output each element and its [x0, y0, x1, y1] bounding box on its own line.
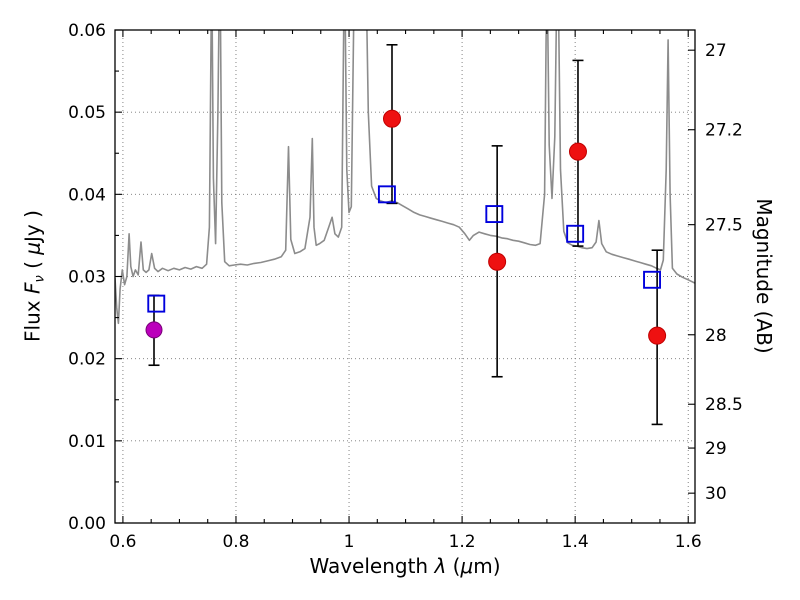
- magnitude-tick-label: 27.2: [705, 121, 743, 141]
- x-tick-label: 0.6: [109, 532, 136, 552]
- observed-photometry-marker: [568, 142, 587, 161]
- x-axis-unit-open: (: [446, 554, 461, 578]
- mu-symbol-flux: μ: [20, 241, 45, 255]
- observed-photometry-marker: [382, 109, 401, 128]
- magnitude-tick-label: 30: [705, 484, 727, 504]
- lambda-symbol: λ: [434, 554, 447, 578]
- model-spectrum-line: [115, 30, 695, 325]
- model-photometry-marker: [147, 294, 166, 313]
- x-tick-label: 1.4: [562, 532, 589, 552]
- x-tick-label: 1: [344, 532, 355, 552]
- y-tick-label: 0.03: [68, 268, 106, 288]
- model-photometry-marker: [485, 205, 504, 224]
- model-photometry-marker: [643, 270, 661, 289]
- flux-label-text: Flux: [20, 294, 45, 342]
- x-axis-label-text: Wavelength: [309, 554, 435, 578]
- magnitude-tick-label: 28.5: [705, 395, 743, 415]
- magnitude-tick-label: 28: [705, 326, 727, 346]
- y-tick-label: 0.01: [68, 432, 106, 452]
- mu-symbol: μ: [460, 554, 474, 578]
- y-axis-label-left: Flux Fν ( μJy ): [21, 210, 48, 342]
- y-tick-label: 0.00: [68, 514, 106, 534]
- y-tick-label: 0.02: [68, 350, 106, 370]
- y-axis-label-right: Magnitude (AB): [752, 198, 776, 353]
- model-photometry-marker: [377, 185, 396, 204]
- nu-subscript: ν: [32, 275, 48, 283]
- x-tick-label: 1.2: [449, 532, 476, 552]
- y-tick-label: 0.04: [68, 185, 106, 205]
- observed-photometry-marker: [648, 326, 667, 345]
- detection-band-marker: [145, 321, 163, 339]
- series-group: [115, 30, 695, 426]
- x-axis-label: Wavelength λ (μm): [115, 554, 695, 578]
- magnitude-tick-label: 29: [705, 439, 727, 459]
- flux-unit-close: Jy ): [20, 210, 45, 242]
- x-axis-unit-close: m): [473, 554, 501, 578]
- model-photometry-marker: [566, 224, 585, 243]
- observed-photometry-marker: [488, 252, 507, 271]
- x-tick-label: 1.6: [675, 532, 702, 552]
- magnitude-tick-label: 27: [705, 41, 727, 61]
- magnitude-tick-label: 27.5: [705, 216, 743, 236]
- magnitude-label-text: Magnitude (AB): [752, 198, 776, 354]
- y-tick-label: 0.06: [68, 21, 106, 41]
- y-tick-label: 0.05: [68, 103, 106, 123]
- flux-unit-open: (: [20, 254, 45, 276]
- flux-symbol: F: [20, 282, 45, 295]
- x-tick-label: 0.8: [222, 532, 249, 552]
